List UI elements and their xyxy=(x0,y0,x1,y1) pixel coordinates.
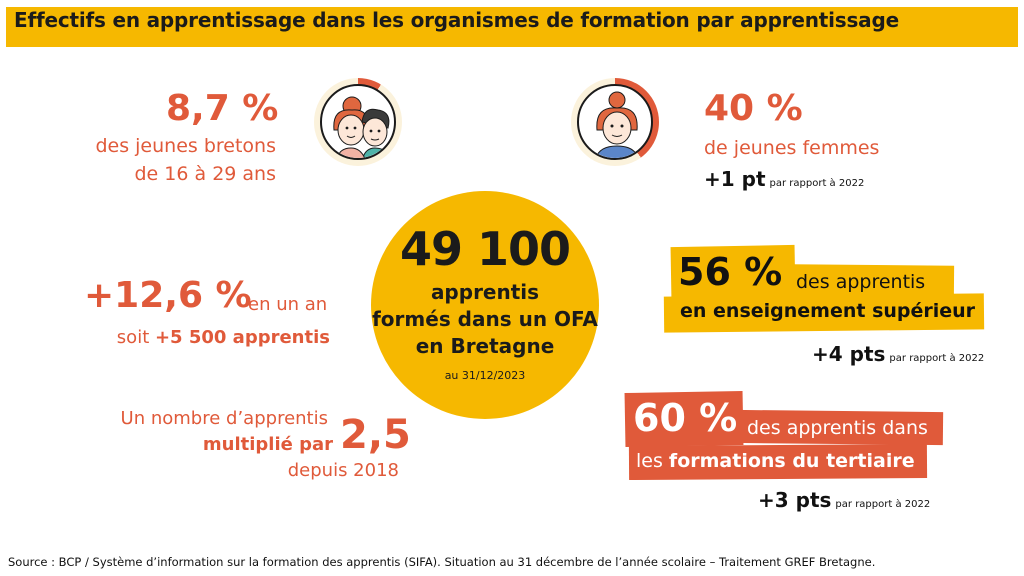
center-label-1: apprentis xyxy=(430,280,540,304)
total-apprentices-value: 49 100 xyxy=(399,222,571,276)
higher-ed-value: 56 % xyxy=(678,250,783,294)
growth-value: +12,6 % xyxy=(84,275,252,316)
higher-ed-delta-note: par rapport à 2022 xyxy=(889,353,985,364)
tertiary-delta-value: +3 pts xyxy=(758,488,832,512)
growth-detail-prefix: soit xyxy=(116,327,155,348)
tertiary-label-prefix: les xyxy=(636,450,669,472)
tertiary-label-1: des apprentis dans xyxy=(747,417,928,439)
higher-ed-label-2: en enseignement supérieur xyxy=(680,300,976,322)
women-share-delta: +1 pt par rapport à 2022 xyxy=(704,167,864,191)
multiplied-value: 2,5 xyxy=(340,412,411,458)
tertiary-label-2: les formations du tertiaire xyxy=(636,450,915,472)
multiplied-label-1: Un nombre d’apprentis xyxy=(120,408,328,429)
multiplied-label-3: depuis 2018 xyxy=(287,460,399,481)
growth-suffix: en un an xyxy=(248,294,328,315)
higher-ed-delta-value: +4 pts xyxy=(812,342,886,366)
tertiary-delta-note: par rapport à 2022 xyxy=(835,499,931,510)
young-people-avatar-icon xyxy=(320,84,396,160)
multiplied-label-2: multiplié par xyxy=(202,434,333,455)
young-woman-avatar-icon xyxy=(577,84,653,160)
women-share-value: 40 % xyxy=(704,88,803,129)
young-share-value: 8,7 % xyxy=(166,88,279,129)
women-share-label: de jeunes femmes xyxy=(704,137,880,159)
center-label-2: formés dans un OFA xyxy=(372,307,598,331)
women-delta-note: par rapport à 2022 xyxy=(769,178,865,189)
source-note: Source : BCP / Système d’information sur… xyxy=(8,555,876,569)
tertiary-label-bold: formations du tertiaire xyxy=(668,450,915,472)
center-label-3: en Bretagne xyxy=(415,334,555,358)
growth-detail-bold: +5 500 apprentis xyxy=(154,327,330,348)
center-circle xyxy=(371,191,599,419)
higher-ed-delta: +4 pts par rapport à 2022 xyxy=(812,342,984,366)
growth-detail: soit +5 500 apprentis xyxy=(117,327,330,348)
page-title: Effectifs en apprentissage dans les orga… xyxy=(14,8,899,32)
tertiary-delta: +3 pts par rapport à 2022 xyxy=(758,488,930,512)
tertiary-value: 60 % xyxy=(633,396,738,440)
center-date: au 31/12/2023 xyxy=(444,369,526,382)
header-bar xyxy=(6,7,1018,47)
young-share-label-1: des jeunes bretons xyxy=(95,135,276,157)
higher-ed-label-1: des apprentis xyxy=(796,271,926,293)
women-delta-value: +1 pt xyxy=(704,167,766,191)
young-share-label-2: de 16 à 29 ans xyxy=(134,163,277,185)
